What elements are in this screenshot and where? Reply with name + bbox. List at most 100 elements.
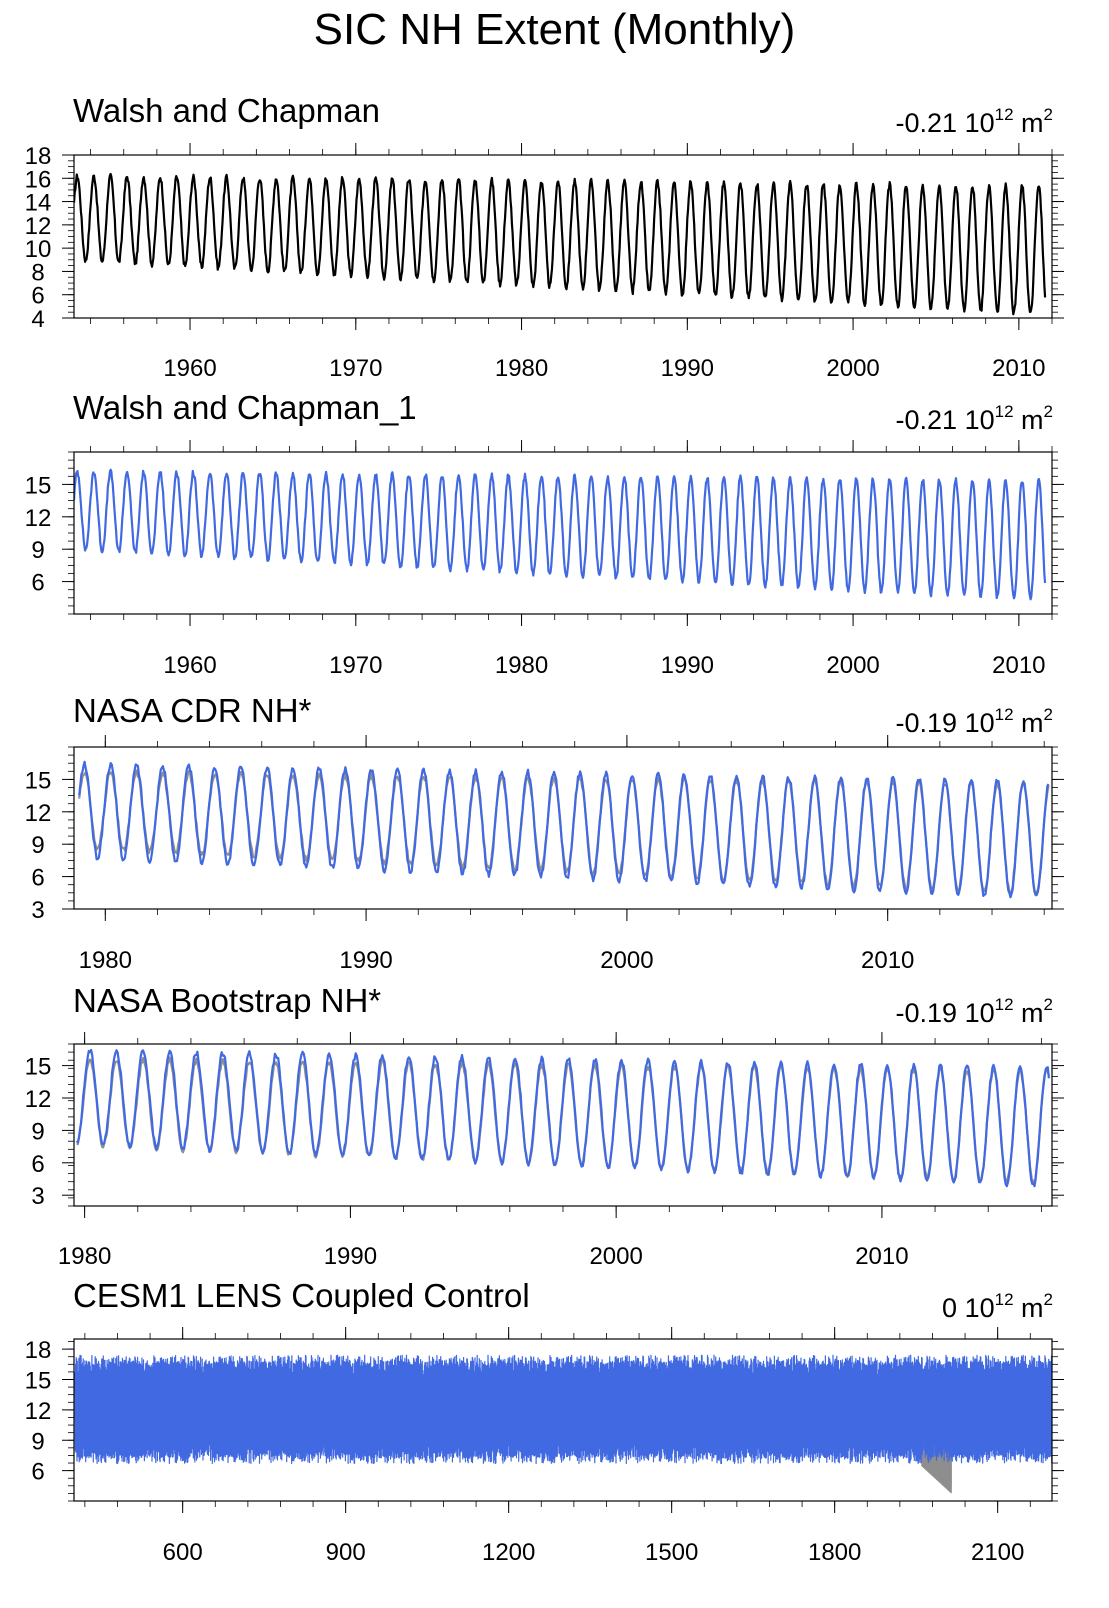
x-tick-label: 1200 <box>482 1539 535 1566</box>
series-line-main <box>74 468 1047 601</box>
trend-unit: m <box>1014 1293 1044 1323</box>
series-line-main <box>75 1048 1050 1188</box>
x-tick-label: 1500 <box>645 1539 698 1566</box>
y-tick-label: 15 <box>25 472 52 499</box>
trend-unit: m <box>1014 708 1044 738</box>
trend-unit-power: 2 <box>1044 1290 1053 1309</box>
series-line-main <box>74 172 1047 316</box>
y-tick-label: 6 <box>31 283 44 310</box>
y-tick-label: 12 <box>25 800 52 827</box>
panel-4: NASA Bootstrap NH* -0.19 1012 m2369121519… <box>25 982 1064 1270</box>
x-tick-label: 2000 <box>600 947 653 974</box>
y-tick-label: 12 <box>25 505 52 532</box>
y-tick-label: 6 <box>31 570 44 597</box>
y-tick-label: 15 <box>25 767 52 794</box>
trend-label: -0.19 1012 m2 <box>896 995 1053 1028</box>
y-tick-label: 16 <box>25 166 52 193</box>
series-line-main <box>74 1354 1052 1465</box>
y-tick-label: 15 <box>25 1368 52 1395</box>
trend-label: -0.19 1012 m2 <box>896 705 1053 738</box>
x-tick-label: 1980 <box>495 652 548 679</box>
trend-exponent: 12 <box>995 105 1014 124</box>
x-tick-label: 1960 <box>163 652 216 679</box>
x-tick-label: 1990 <box>339 947 392 974</box>
x-tick-label: 1970 <box>329 355 382 382</box>
trend-unit-power: 2 <box>1044 105 1053 124</box>
x-tick-label: 2000 <box>589 1243 642 1270</box>
y-tick-label: 9 <box>31 832 44 859</box>
x-tick-label: 1990 <box>324 1243 377 1270</box>
panel-title: Walsh and Chapman_1 <box>73 389 417 426</box>
series-group <box>78 760 1050 899</box>
y-tick-label: 18 <box>25 143 52 170</box>
x-tick-label: 1960 <box>163 355 216 382</box>
x-tick-label: 2000 <box>826 355 879 382</box>
y-tick-label: 9 <box>31 1428 44 1455</box>
y-tick-label: 15 <box>25 1054 52 1081</box>
trend-unit: m <box>1014 108 1044 138</box>
x-tick-label: 1980 <box>79 947 132 974</box>
y-tick-label: 3 <box>31 1183 44 1210</box>
trend-unit: m <box>1014 998 1044 1028</box>
x-tick-label: 2010 <box>992 652 1045 679</box>
trend-label: -0.21 1012 m2 <box>896 402 1053 435</box>
series-group <box>74 172 1047 316</box>
trend-value: -0.19 10 <box>896 708 995 738</box>
x-tick-label: 2010 <box>992 355 1045 382</box>
plot-frame <box>73 1338 1053 1502</box>
y-tick-label: 12 <box>25 213 52 240</box>
trend-unit-power: 2 <box>1044 402 1053 421</box>
y-tick-label: 12 <box>25 1398 52 1425</box>
x-tick-label: 2010 <box>855 1243 908 1270</box>
y-tick-label: 12 <box>25 1086 52 1113</box>
y-tick-label: 4 <box>31 306 44 333</box>
trend-value: -0.21 10 <box>896 108 995 138</box>
trend-exponent: 12 <box>995 402 1014 421</box>
y-tick-label: 18 <box>25 1337 52 1364</box>
x-tick-label: 900 <box>326 1539 366 1566</box>
panel-2: Walsh and Chapman_1 -0.21 1012 m269121519… <box>25 389 1064 679</box>
trend-value: -0.21 10 <box>896 405 995 435</box>
y-tick-label: 6 <box>31 1459 44 1486</box>
x-tick-label: 2000 <box>826 652 879 679</box>
x-tick-label: 2010 <box>861 947 914 974</box>
trend-label: 0 1012 m2 <box>942 1290 1053 1323</box>
trend-unit-power: 2 <box>1044 705 1053 724</box>
series-group <box>74 1354 1052 1494</box>
trend-unit-power: 2 <box>1044 995 1053 1014</box>
panel-1: Walsh and Chapman -0.21 1012 m24681012141… <box>25 92 1064 382</box>
y-tick-label: 6 <box>31 865 44 892</box>
trend-exponent: 12 <box>995 995 1014 1014</box>
series-group <box>75 1048 1050 1188</box>
x-tick-label: 1990 <box>661 355 714 382</box>
trend-value: -0.19 10 <box>896 998 995 1028</box>
series-line-main <box>78 760 1050 899</box>
x-tick-label: 1990 <box>661 652 714 679</box>
x-tick-label: 1970 <box>329 652 382 679</box>
trend-exponent: 12 <box>995 1290 1014 1309</box>
x-tick-label: 2100 <box>971 1539 1024 1566</box>
x-tick-label: 1980 <box>495 355 548 382</box>
panel-title: NASA CDR NH* <box>73 692 312 729</box>
y-tick-label: 14 <box>25 190 52 217</box>
y-tick-label: 8 <box>31 259 44 286</box>
x-tick-label: 600 <box>163 1539 203 1566</box>
trend-unit: m <box>1014 405 1044 435</box>
panel-title: Walsh and Chapman <box>73 92 380 129</box>
y-tick-label: 10 <box>25 236 52 263</box>
panel-title: CESM1 LENS Coupled Control <box>73 1277 530 1314</box>
trend-value: 0 10 <box>942 1293 995 1323</box>
y-tick-label: 9 <box>31 1118 44 1145</box>
y-tick-label: 9 <box>31 537 44 564</box>
x-tick-label: 1980 <box>58 1243 111 1270</box>
trend-label: -0.21 1012 m2 <box>896 105 1053 138</box>
panel-title: NASA Bootstrap NH* <box>73 982 381 1019</box>
panel-5: CESM1 LENS Coupled Control 0 1012 m269121… <box>25 1277 1064 1566</box>
series-group <box>74 468 1047 601</box>
y-tick-label: 6 <box>31 1151 44 1178</box>
x-tick-label: 1800 <box>808 1539 861 1566</box>
trend-exponent: 12 <box>995 705 1014 724</box>
y-tick-label: 3 <box>31 897 44 924</box>
